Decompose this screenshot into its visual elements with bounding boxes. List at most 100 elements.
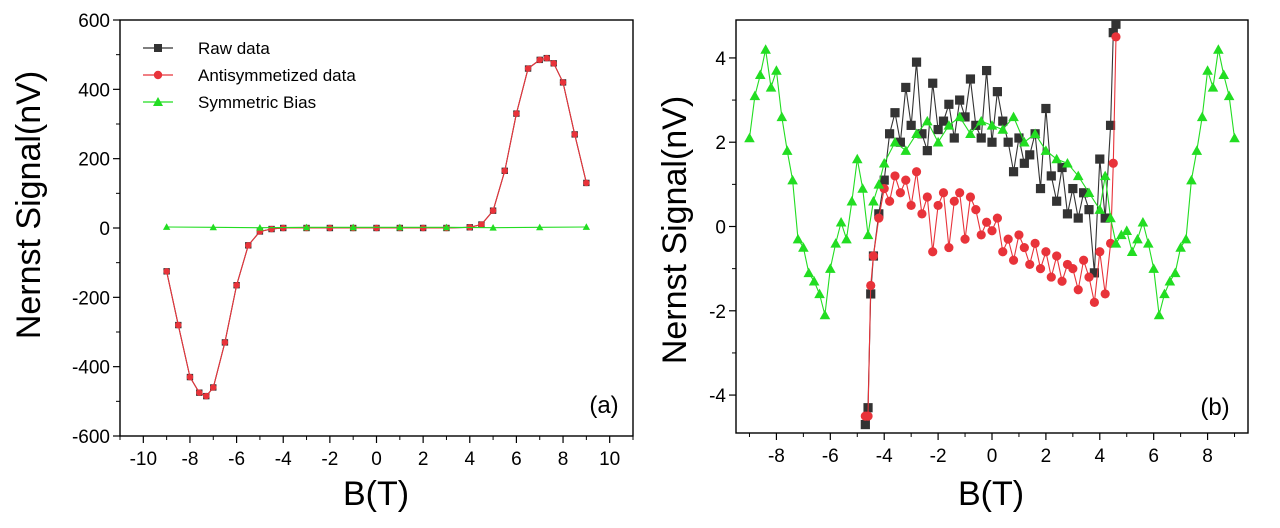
panel-b-point-symmetric-bias: [830, 238, 841, 248]
panel-b-point-symmetric-bias: [1040, 145, 1052, 155]
panel-a-point-antisymmetized-data: [550, 60, 557, 67]
panel-b-point-symmetric-bias: [1175, 242, 1186, 252]
panel-b-point-symmetric-bias: [889, 136, 901, 147]
panel-b-point-raw-data: [1073, 213, 1083, 223]
panel-b-point-symmetric-bias: [825, 263, 836, 273]
panel-b-point-symmetric-bias: [1051, 153, 1062, 164]
panel-a-y-tick-label: 200: [78, 150, 110, 171]
panel-a-point-antisymmetized-data: [233, 282, 240, 289]
panel-b-point-antisymmetized-data: [1079, 255, 1089, 265]
panel-b-point-symmetric-bias: [1094, 204, 1106, 214]
panel-b-point-symmetric-bias: [965, 128, 976, 139]
panel-b-point-raw-data: [890, 108, 900, 118]
panel-b-point-symmetric-bias: [1126, 246, 1138, 257]
panel-b-x-tick-label: -8: [768, 446, 785, 467]
panel-b: Nernst Signal(nV) B(T) (b) -8 -6 -4 -2 0 2 4 6 8…: [656, 19, 1249, 513]
panel-b-point-symmetric-bias: [808, 275, 820, 286]
panel-b-point-antisymmetized-data: [1052, 251, 1062, 261]
panel-b-point-raw-data: [1079, 188, 1089, 198]
panel-b-y-tick-label: 2: [715, 133, 726, 154]
panel-b-point-raw-data: [944, 99, 954, 109]
legend-label-symmetric-bias: Symmetric Bias: [198, 93, 316, 112]
panel-b-point-antisymmetized-data: [1068, 264, 1078, 274]
panel-b-point-antisymmetized-data: [944, 242, 954, 253]
panel-a-point-antisymmetized-data: [268, 225, 275, 233]
panel-b-point-symmetric-bias: [1218, 69, 1230, 80]
panel-b-x-tick-label: 2: [1041, 446, 1052, 467]
panel-a-point-symmetric-bias: [442, 223, 451, 231]
panel-b-point-symmetric-bias: [1099, 170, 1111, 181]
panel-a-point-antisymmetized-data: [478, 221, 485, 228]
panel-b-y-tick-label: 0: [715, 218, 726, 239]
panel-b-point-symmetric-bias: [771, 65, 782, 75]
panel-b-point-antisymmetized-data: [1046, 272, 1056, 282]
panel-b-point-raw-data: [1062, 209, 1073, 219]
panel-b-x-tick-label: -4: [876, 446, 893, 467]
panel-b-point-raw-data: [1035, 183, 1046, 194]
legend-marker-square: [154, 44, 162, 52]
panel-b-point-raw-data: [922, 146, 932, 156]
panel-b-point-antisymmetized-data: [1084, 272, 1094, 282]
panel-b-point-raw-data: [938, 116, 949, 126]
panel-a: Nernst Signal(nV) B(T) (a) Raw data Anti…: [10, 11, 634, 513]
panel-b-point-symmetric-bias: [1029, 128, 1041, 139]
panel-b-point-symmetric-bias: [1202, 65, 1213, 75]
panel-b-point-symmetric-bias: [857, 183, 868, 193]
panel-b-point-symmetric-bias: [911, 128, 922, 139]
panel-b-point-raw-data: [960, 112, 970, 122]
panel-b-point-antisymmetized-data: [1057, 276, 1067, 286]
panel-a-point-antisymmetized-data: [513, 110, 520, 117]
panel-b-point-raw-data: [1084, 205, 1094, 215]
panel-b-point-raw-data: [1108, 28, 1118, 38]
panel-b-point-antisymmetized-data: [987, 226, 997, 236]
panel-b-point-antisymmetized-data: [998, 247, 1008, 257]
panel-b-point-symmetric-bias: [1062, 157, 1073, 168]
panel-b-point-antisymmetized-data: [1108, 158, 1118, 168]
panel-b-point-raw-data: [1105, 120, 1116, 130]
panel-a-point-antisymmetized-data: [210, 384, 217, 391]
panel-b-point-symmetric-bias: [765, 82, 777, 92]
panel-b-point-symmetric-bias: [754, 69, 766, 80]
panel-b-point-symmetric-bias: [1169, 267, 1181, 278]
panel-a-point-antisymmetized-data: [559, 79, 567, 86]
panel-b-point-symmetric-bias: [749, 90, 761, 101]
panel-b-point-raw-data: [933, 124, 943, 135]
panel-b-point-raw-data: [1025, 150, 1035, 160]
panel-a-point-symmetric-bias: [162, 223, 171, 230]
panel-b-point-symmetric-bias: [1008, 111, 1019, 122]
panel-a-y-tick-label: 0: [99, 219, 110, 240]
panel-b-point-raw-data: [1041, 103, 1051, 114]
panel-b-point-antisymmetized-data: [917, 209, 927, 219]
panel-b-point-symmetric-bias: [862, 229, 874, 240]
legend-label-antisymmetized: Antisymmetized data: [198, 66, 356, 85]
panel-b-point-symmetric-bias: [932, 136, 944, 147]
panel-a-point-antisymmetized-data: [163, 268, 170, 275]
panel-b-point-symmetric-bias: [792, 233, 804, 244]
panel-b-point-symmetric-bias: [1143, 238, 1154, 248]
panel-b-point-antisymmetized-data: [955, 188, 965, 198]
panel-a-x-tick-label: -6: [228, 449, 245, 470]
panel-b-point-symmetric-bias: [781, 145, 793, 155]
panel-a-x-tick-label: -2: [321, 449, 338, 470]
panel-b-point-antisymmetized-data: [1073, 285, 1083, 295]
panel-b-point-symmetric-bias: [873, 179, 885, 189]
panel-a-point-antisymmetized-data: [536, 56, 543, 64]
panel-b-point-raw-data: [1068, 183, 1078, 194]
panel-b-point-antisymmetized-data: [1111, 32, 1121, 42]
panel-b-point-symmetric-bias: [798, 242, 809, 252]
panel-b-point-antisymmetized-data: [901, 175, 911, 185]
panel-b-y-tick-label: -2: [709, 302, 726, 323]
panel-b-point-antisymmetized-data: [1014, 230, 1024, 240]
legend-marker-circle: [153, 70, 163, 80]
panel-b-x-tick-label: 6: [1148, 446, 1159, 467]
panel-a-series-line-symmetric-bias: [166, 226, 587, 229]
panel-b-point-symmetric-bias: [878, 157, 890, 168]
panel-b-point-symmetric-bias: [814, 288, 825, 299]
panel-b-point-symmetric-bias: [922, 115, 933, 126]
panel-a-point-symmetric-bias: [536, 223, 544, 231]
panel-b-point-antisymmetized-data: [960, 234, 970, 244]
panel-b-point-raw-data: [911, 57, 922, 67]
panel-b-point-symmetric-bias: [1132, 233, 1143, 244]
panel-a-x-tick-label: -8: [182, 449, 199, 470]
panel-b-point-symmetric-bias: [1229, 132, 1240, 143]
